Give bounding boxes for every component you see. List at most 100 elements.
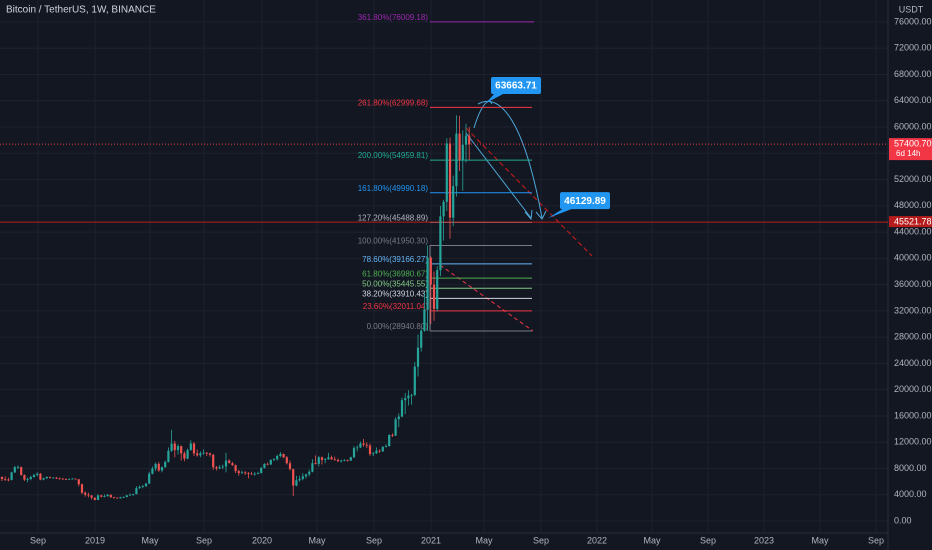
fib-label: 61.80%(36980.67) — [362, 269, 428, 278]
candle-body — [452, 186, 455, 218]
candle-body — [292, 469, 295, 486]
candle-body — [308, 471, 311, 475]
x-tick-label: May — [475, 535, 493, 545]
candle-body — [372, 453, 375, 455]
candle-body — [148, 473, 151, 484]
arrow-head — [524, 209, 533, 221]
y-tick-label: 76000.00 — [894, 16, 932, 26]
countdown: 6d 14h — [896, 149, 920, 158]
y-tick-label: 16000.00 — [894, 410, 932, 420]
candle-body — [42, 478, 45, 480]
candle-body — [304, 474, 308, 477]
candle-body — [116, 497, 119, 499]
candle-body — [250, 473, 253, 475]
y-tick-label: 0.00 — [894, 515, 912, 525]
candle-body — [4, 478, 7, 480]
callout — [560, 192, 610, 210]
candle-body — [103, 496, 106, 497]
candle-body — [205, 452, 208, 454]
candle-body — [276, 455, 279, 460]
candle-body — [106, 494, 109, 497]
candle-body — [253, 473, 256, 475]
candle-body — [215, 467, 218, 469]
y-tick-label: 24000.00 — [894, 358, 932, 368]
fib-label: 100.00%(41950.30) — [358, 237, 429, 246]
fib-label: 78.60%(39166.27) — [362, 255, 428, 264]
candle-body — [432, 284, 436, 309]
candle-body — [7, 479, 10, 481]
x-tick-label: May — [643, 535, 661, 545]
candle-body — [58, 478, 61, 480]
candle-body — [301, 476, 304, 479]
candle-body — [228, 460, 231, 464]
candle-body — [176, 446, 180, 451]
currency-label: USDT — [899, 4, 924, 14]
candle-body — [26, 478, 29, 480]
candle-body — [52, 477, 55, 479]
candle-body — [362, 443, 365, 445]
y-tick-label: 64000.00 — [894, 95, 932, 105]
candle-body — [333, 459, 336, 461]
callout-label: 63663.71 — [495, 81, 537, 92]
y-tick-label: 72000.00 — [894, 43, 932, 53]
curve — [477, 100, 543, 219]
candle-body — [282, 454, 285, 458]
candle-body — [244, 472, 247, 474]
candle-body — [61, 478, 64, 480]
candle-body — [68, 478, 71, 480]
candle-body — [298, 478, 301, 481]
candle-body — [196, 453, 199, 456]
candle-body — [16, 467, 20, 468]
x-tick-label: Sep — [533, 535, 549, 545]
candle-body — [426, 257, 429, 310]
arrow-head — [535, 210, 547, 220]
candle-body — [381, 446, 384, 452]
x-tick-label: May — [141, 535, 159, 545]
y-tick-label: 4000.00 — [894, 489, 927, 499]
candle-body — [311, 463, 314, 472]
price-tag-label: 57400.70 — [894, 138, 932, 148]
x-tick-label: Sep — [30, 535, 46, 545]
candle-body — [74, 478, 77, 480]
price-tag — [889, 138, 932, 161]
candle-body — [439, 216, 442, 271]
candle-body — [317, 457, 320, 464]
candle-body — [87, 494, 90, 496]
candle-body — [397, 416, 400, 420]
candle-body — [13, 467, 16, 473]
fib-label: 127.20%(45488.89) — [358, 213, 429, 222]
candle-body — [285, 457, 288, 464]
candle-body — [356, 447, 359, 449]
x-tick-label: 2022 — [587, 535, 607, 545]
candle-body — [272, 459, 276, 461]
fib-label: 161.80%(49990.18) — [358, 184, 429, 193]
candle-body — [36, 473, 39, 476]
candle-body — [138, 486, 141, 489]
candle-body — [413, 366, 416, 395]
candle-body — [464, 135, 468, 145]
chart-title: Bitcoin / TetherUS, 1W, BINANCE — [6, 5, 156, 16]
candle-body — [340, 460, 343, 462]
candle-body — [141, 486, 144, 488]
y-tick-label: 40000.00 — [894, 253, 932, 263]
candle-body — [423, 309, 426, 331]
trend-arrow — [465, 132, 532, 219]
y-tick-label: 28000.00 — [894, 332, 932, 342]
candle-body — [208, 453, 212, 455]
candle-body — [157, 463, 160, 471]
candle-body — [237, 471, 240, 474]
candle-body — [125, 495, 128, 498]
candle-body — [420, 330, 423, 348]
candle-body — [346, 459, 349, 461]
fib-label: 0.00%(28940.80) — [367, 322, 429, 331]
candle-body — [173, 443, 176, 451]
candle-body — [336, 459, 340, 462]
candle-body — [388, 434, 391, 447]
candle-body — [93, 497, 96, 500]
fib-label: 38.20%(33910.43) — [362, 289, 428, 298]
candle-body — [400, 400, 404, 417]
candle-body — [394, 419, 397, 436]
candle-body — [359, 443, 362, 448]
candle-body — [404, 398, 407, 401]
